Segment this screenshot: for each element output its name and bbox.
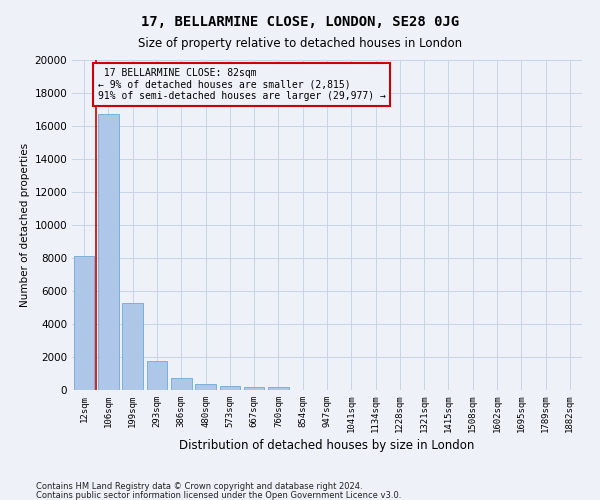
- Text: 17, BELLARMINE CLOSE, LONDON, SE28 0JG: 17, BELLARMINE CLOSE, LONDON, SE28 0JG: [141, 15, 459, 29]
- Text: Contains HM Land Registry data © Crown copyright and database right 2024.: Contains HM Land Registry data © Crown c…: [36, 482, 362, 491]
- Bar: [171, 378, 191, 390]
- Text: 17 BELLARMINE CLOSE: 82sqm
← 9% of detached houses are smaller (2,815)
91% of se: 17 BELLARMINE CLOSE: 82sqm ← 9% of detac…: [97, 68, 385, 102]
- Text: Size of property relative to detached houses in London: Size of property relative to detached ho…: [138, 38, 462, 51]
- Y-axis label: Number of detached properties: Number of detached properties: [20, 143, 30, 307]
- Bar: [268, 388, 289, 390]
- Bar: [195, 384, 216, 390]
- Bar: [220, 386, 240, 390]
- Bar: [146, 361, 167, 390]
- Bar: [244, 387, 265, 390]
- Text: Contains public sector information licensed under the Open Government Licence v3: Contains public sector information licen…: [36, 490, 401, 500]
- Bar: [74, 256, 94, 390]
- Bar: [98, 114, 119, 390]
- Bar: [122, 302, 143, 390]
- X-axis label: Distribution of detached houses by size in London: Distribution of detached houses by size …: [179, 440, 475, 452]
